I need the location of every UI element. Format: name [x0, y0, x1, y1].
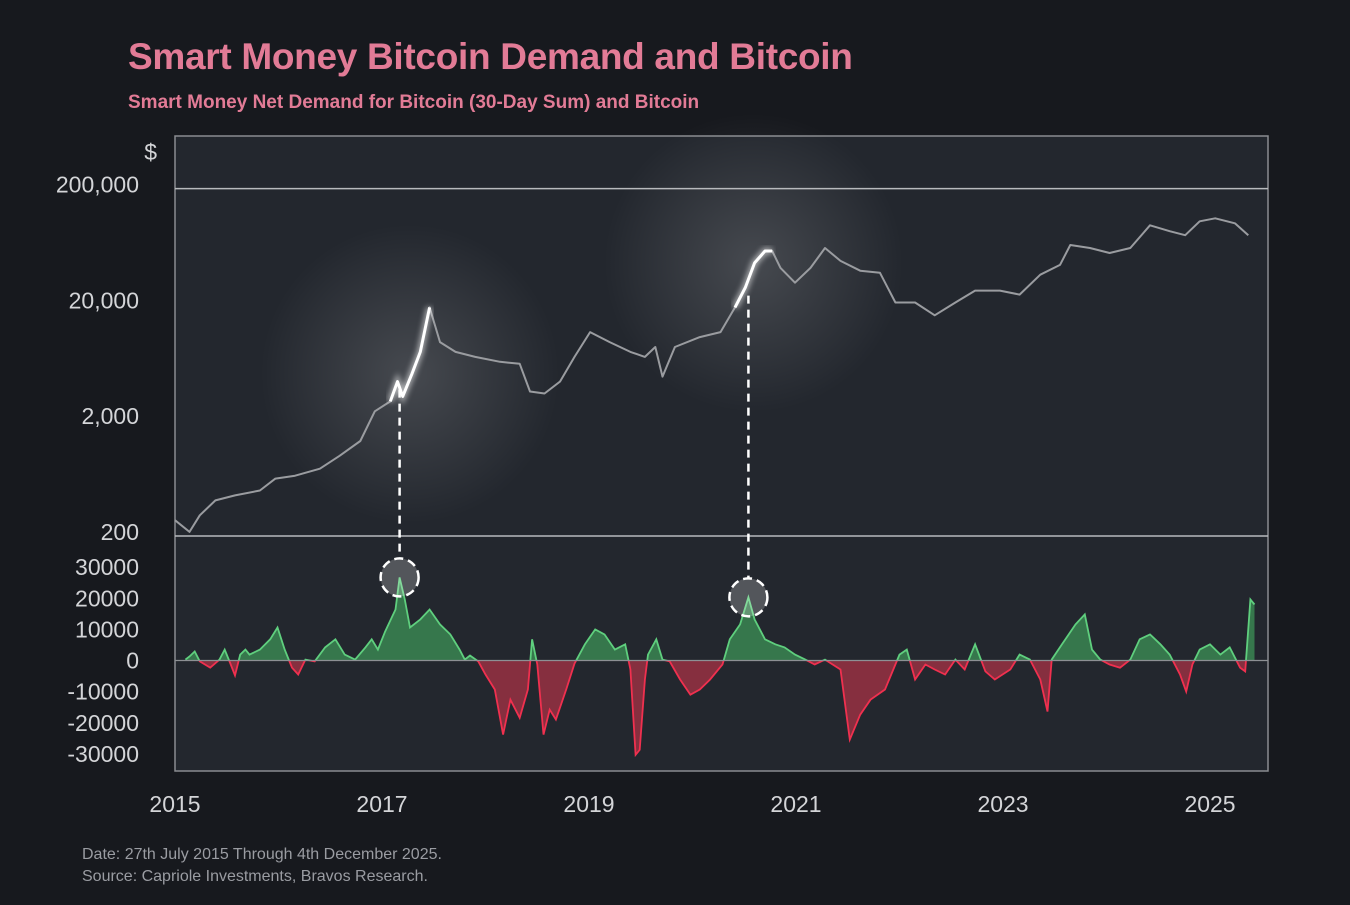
- price-axis-unit: $: [144, 139, 157, 165]
- annotation-circle: [728, 577, 769, 618]
- demand-tick-label: -30000: [67, 741, 139, 767]
- x-tick-label: 2015: [149, 791, 200, 817]
- chart-title: Smart Money Bitcoin Demand and Bitcoin: [128, 36, 853, 77]
- price-tick-label: 200: [101, 519, 139, 545]
- positive-demand-line: [184, 577, 1256, 661]
- highlighted-price-segment: [733, 249, 773, 309]
- price-tick-label: 2,000: [81, 403, 139, 429]
- chart-subtitle: Smart Money Net Demand for Bitcoin (30-D…: [128, 92, 700, 113]
- x-tick-label: 2019: [563, 791, 614, 817]
- price-tick-label: 20,000: [69, 287, 139, 313]
- x-tick-label: 2025: [1184, 791, 1235, 817]
- demand-tick-label: -20000: [67, 710, 139, 736]
- highlighted-price-segment: [388, 307, 432, 402]
- demand-tick-label: 20000: [75, 585, 139, 611]
- demand-tick-label: 10000: [75, 616, 139, 642]
- demand-tick-label: -10000: [67, 679, 139, 705]
- price-tick-label: 200,000: [56, 172, 139, 198]
- x-tick-label: 2021: [770, 791, 821, 817]
- demand-tick-label: 0: [126, 648, 139, 674]
- x-tick-label: 2017: [356, 791, 407, 817]
- annotation-circle: [379, 557, 420, 598]
- demand-tick-label: 30000: [75, 554, 139, 580]
- bitcoin-price-line: [174, 217, 1249, 533]
- footer-date: Date: 27th July 2015 Through 4th Decembe…: [82, 846, 442, 863]
- footer-source: Source: Capriole Investments, Bravos Res…: [82, 868, 428, 885]
- x-tick-label: 2023: [977, 791, 1028, 817]
